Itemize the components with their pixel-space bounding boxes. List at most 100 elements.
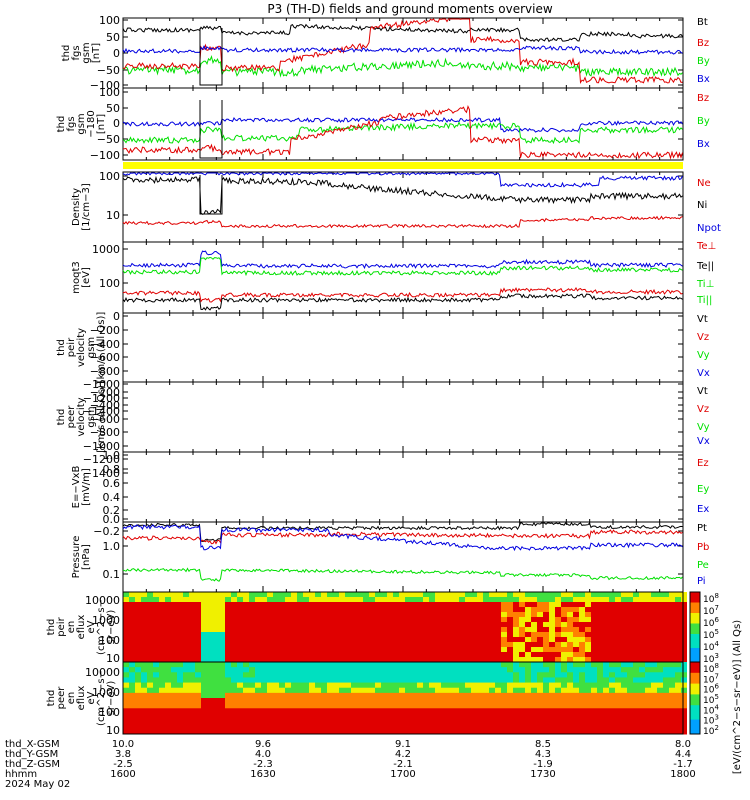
xaxis-tick-label: 1700 xyxy=(390,769,415,780)
spectrogram-peir-cell xyxy=(249,652,255,658)
spectrogram-peir-cell xyxy=(555,657,561,663)
spectrogram-peir-cell xyxy=(219,607,225,613)
spectrogram-peer-cell xyxy=(129,723,135,730)
spectrogram-peer-cell xyxy=(165,713,171,720)
spectrogram-peir-cell xyxy=(195,632,201,638)
spectrogram-peir-cell xyxy=(189,642,195,648)
spectrogram-peir-cell xyxy=(489,632,495,638)
spectrogram-peer-cell xyxy=(387,718,393,725)
spectrogram-peir-cell xyxy=(153,592,159,598)
spectrogram-peir-cell xyxy=(363,612,369,618)
spectrogram-peir-cell xyxy=(423,607,429,613)
spectrogram-peer-cell xyxy=(489,662,495,668)
spectrogram-peir-cell xyxy=(213,652,219,658)
spectrogram-peir-cell xyxy=(387,592,393,598)
spectrogram-peer-cell xyxy=(267,682,273,689)
spectrogram-peir-cell xyxy=(399,657,405,663)
spectrogram-peir-cell xyxy=(261,602,267,608)
spectrogram-peir-cell xyxy=(147,652,153,658)
spectrogram-peer-cell xyxy=(579,672,585,678)
spectrogram-peer-cell xyxy=(597,677,603,684)
spectrogram-peir-cell xyxy=(489,657,495,663)
spectrogram-peer-cell xyxy=(417,713,423,720)
spectrogram-peir-cell xyxy=(309,647,315,653)
spectrogram-peer-cell xyxy=(189,672,195,678)
spectrogram-peir-cell xyxy=(411,602,417,608)
spectrogram-peir-cell xyxy=(441,637,447,643)
spectrogram-peer-cell xyxy=(231,672,237,678)
spectrogram-peir-cell xyxy=(135,592,141,598)
spectrogram-peir-cell xyxy=(189,632,195,638)
spectrogram-peer-cell xyxy=(639,713,645,720)
spectrogram-peer-cell xyxy=(411,687,417,694)
spectrogram-peir-cell xyxy=(369,622,375,628)
spectrogram-peer-cell xyxy=(591,682,597,689)
spectrogram-peer-cell xyxy=(381,692,387,699)
spectrogram-peer-cell xyxy=(291,698,297,704)
spectrogram-peer-cell xyxy=(363,698,369,704)
spectrogram-peer-cell xyxy=(495,672,501,678)
spectrogram-peir-cell xyxy=(603,642,609,648)
spectrogram-peir-cell xyxy=(195,607,201,613)
spectrogram-peir-cell xyxy=(501,657,507,663)
spectrogram-peer-cell xyxy=(663,708,669,714)
spectrogram-peir-cell xyxy=(561,652,567,658)
spectrogram-peer-cell xyxy=(225,723,231,730)
spectrogram-peir-cell xyxy=(573,642,579,648)
spectrogram-peer-cell xyxy=(189,708,195,714)
spectrogram-peer-cell xyxy=(219,713,225,720)
spectrogram-peer-cell xyxy=(459,682,465,689)
spectrogram-peer-cell xyxy=(327,672,333,678)
spectrogram-peer-cell xyxy=(201,718,207,725)
spectrogram-peir-cell xyxy=(615,652,621,658)
spectrogram-peir-cell xyxy=(663,617,669,623)
spectrogram-peir-cell xyxy=(669,642,675,648)
spectrogram-peer-cell xyxy=(309,687,315,694)
spectrogram-peir-cell xyxy=(381,592,387,598)
spectrogram-peer-cell xyxy=(627,677,633,684)
spectrogram-peir-cell xyxy=(645,642,651,648)
legend-pressure-Pi: Pi xyxy=(697,576,706,587)
spectrogram-peer-cell xyxy=(321,708,327,714)
spectrogram-peir-cell xyxy=(357,632,363,638)
spectrogram-peir-cell xyxy=(465,602,471,608)
spectrogram-peer-cell xyxy=(327,682,333,689)
spectrogram-peir-cell xyxy=(423,647,429,653)
colorbar-tick: 106 xyxy=(703,683,719,696)
spectrogram-peir-cell xyxy=(333,632,339,638)
spectrogram-peir-cell xyxy=(219,632,225,638)
spectrogram-peir-cell xyxy=(195,652,201,658)
spectrogram-peir-cell xyxy=(129,627,135,633)
spectrogram-peir-cell xyxy=(669,622,675,628)
spectrogram-peir-cell xyxy=(579,597,585,603)
spectrogram-peir-cell xyxy=(543,657,549,663)
spectrogram-peer-cell xyxy=(141,692,147,699)
ylabel-peer_spec: (cm^2−s− xyxy=(96,670,107,726)
spectrogram-peir-cell xyxy=(213,592,219,598)
spectrogram-peer-cell xyxy=(135,723,141,730)
spectrogram-peir-cell xyxy=(165,607,171,613)
spectrogram-peer-cell xyxy=(603,708,609,714)
spectrogram-peir-cell xyxy=(231,622,237,628)
spectrogram-peer-cell xyxy=(525,723,531,730)
spectrogram-peir-cell xyxy=(525,622,531,628)
spectrogram-peer-cell xyxy=(483,667,489,673)
spectrogram-peer-cell xyxy=(135,672,141,678)
spectrogram-peir-cell xyxy=(213,637,219,643)
spectrogram-peir-cell xyxy=(237,657,243,663)
spectrogram-peer-cell xyxy=(405,672,411,678)
spectrogram-peer-cell xyxy=(267,723,273,730)
spectrogram-peer-cell xyxy=(639,723,645,730)
spectrogram-peir-cell xyxy=(555,622,561,628)
spectrogram-peir-cell xyxy=(663,647,669,653)
spectrogram-peir-cell xyxy=(255,597,261,603)
ytick-label-fgs2: −50 xyxy=(97,133,120,146)
spectrogram-peir-cell xyxy=(315,607,321,613)
colorbar-cell xyxy=(690,592,700,595)
spectrogram-peir-cell xyxy=(603,637,609,643)
spectrogram-peir-cell xyxy=(321,642,327,648)
spectrogram-peir-cell xyxy=(285,597,291,603)
spectrogram-peer-cell xyxy=(633,677,639,684)
spectrogram-peir-cell xyxy=(645,622,651,628)
spectrogram-peer-cell xyxy=(141,677,147,684)
